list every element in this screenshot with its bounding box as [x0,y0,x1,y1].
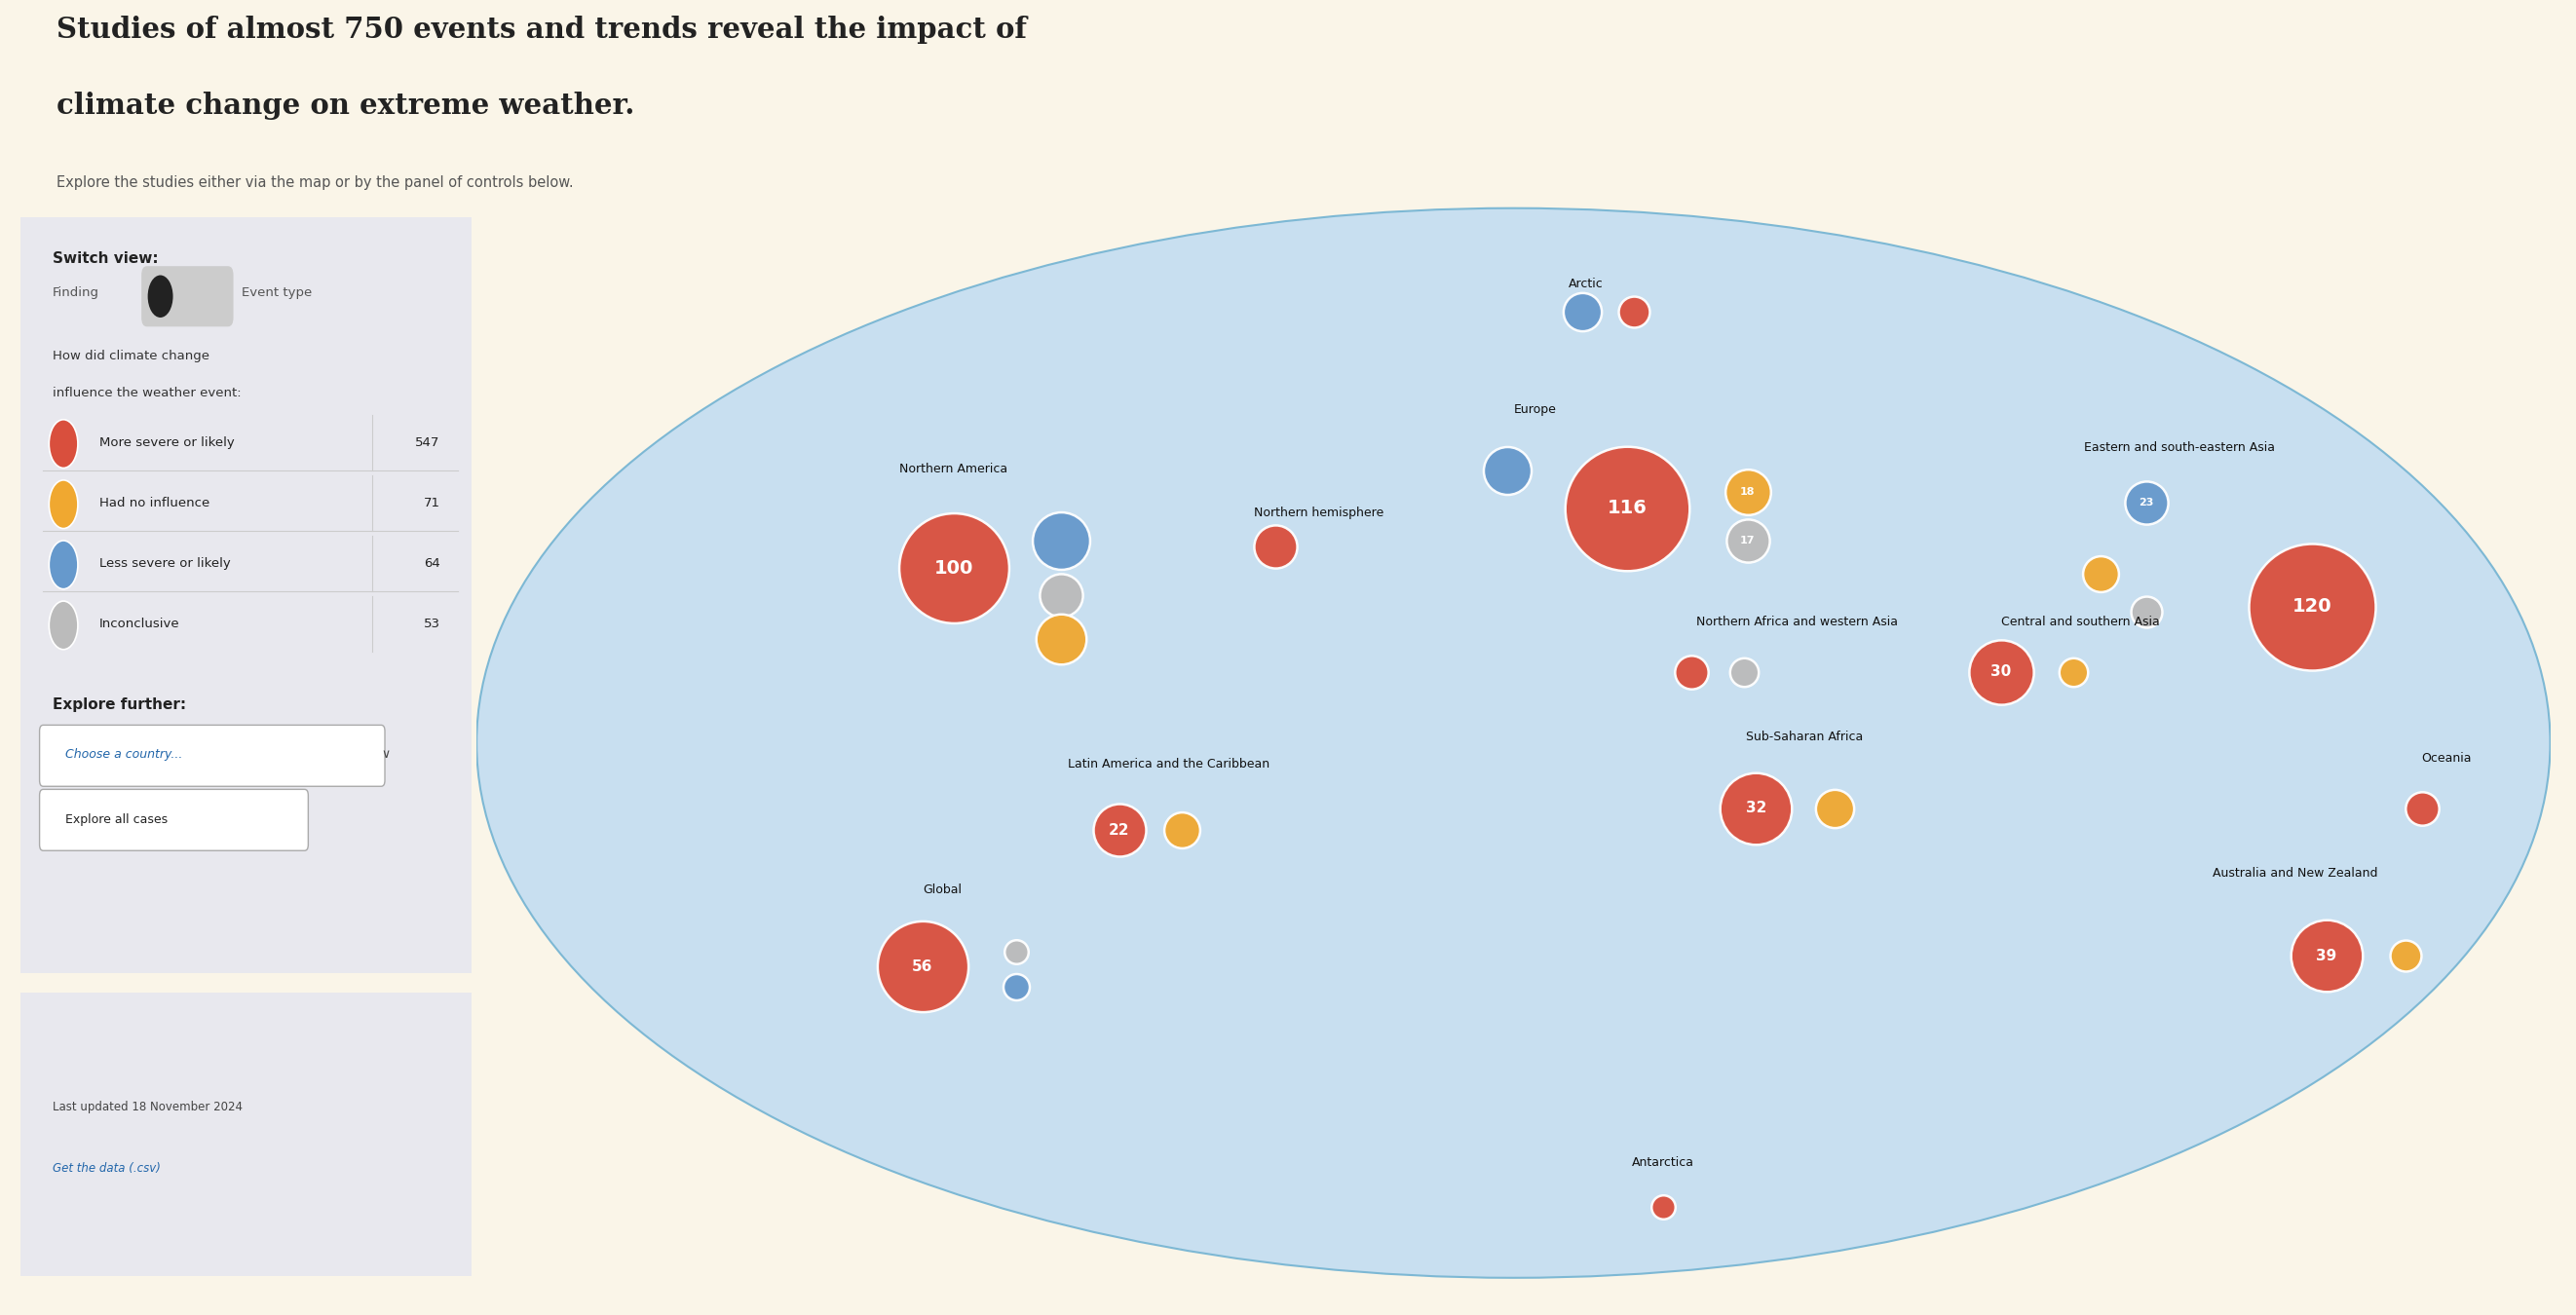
Point [2125,492,2166,513]
Text: Sub-Saharan Africa: Sub-Saharan Africa [1747,730,1862,743]
Point [2125,601,2166,622]
Point [994,942,1036,963]
Text: How did climate change: How did climate change [52,350,209,362]
Text: Get the data (.csv): Get the data (.csv) [52,1162,160,1176]
Circle shape [49,540,77,589]
Point [1641,1197,1682,1218]
Text: Explore all cases: Explore all cases [67,813,167,826]
Text: 39: 39 [2316,948,2336,963]
Circle shape [49,480,77,529]
Text: 71: 71 [422,497,440,509]
Text: Northern America: Northern America [899,463,1007,476]
Point [1486,460,1528,481]
Point [2290,596,2331,617]
Point [902,956,943,977]
Point [1100,819,1141,840]
Point [2385,945,2427,967]
Text: 23: 23 [2138,498,2154,508]
Point [2401,798,2442,819]
Point [1162,819,1203,840]
Text: Finding: Finding [52,287,98,299]
FancyBboxPatch shape [39,725,384,786]
Point [2079,563,2120,584]
Text: Last updated 18 November 2024: Last updated 18 November 2024 [52,1101,242,1112]
Point [1561,301,1602,322]
Text: Global: Global [922,884,961,896]
Text: ∨: ∨ [381,748,389,760]
Text: 32: 32 [1747,801,1767,815]
Text: Event type: Event type [242,287,312,299]
Text: Oceania: Oceania [2421,752,2473,765]
Text: Less severe or likely: Less severe or likely [100,558,232,569]
Text: Studies of almost 750 events and trends reveal the impact of: Studies of almost 750 events and trends … [57,16,1028,43]
Point [1613,301,1654,322]
Point [933,558,974,579]
Text: Had no influence: Had no influence [100,497,209,509]
Point [1041,585,1082,606]
Text: 64: 64 [422,558,440,569]
Point [1726,481,1767,502]
Circle shape [49,601,77,650]
Text: More severe or likely: More severe or likely [100,437,234,448]
Text: Switch view:: Switch view: [52,251,157,266]
Text: Northern hemisphere: Northern hemisphere [1255,506,1383,519]
Point [2053,661,2094,682]
Text: Explore the studies either via the map or by the panel of controls below.: Explore the studies either via the map o… [57,175,574,191]
Text: Choose a country...: Choose a country... [67,748,183,760]
Text: Eastern and south-eastern Asia: Eastern and south-eastern Asia [2084,441,2275,454]
FancyBboxPatch shape [142,266,234,326]
Circle shape [49,419,77,468]
Text: 120: 120 [2293,597,2331,615]
Point [1255,537,1296,558]
Text: Explore further:: Explore further: [52,697,185,711]
Text: Arctic: Arctic [1569,277,1602,291]
Text: 18: 18 [1741,487,1754,497]
Text: 53: 53 [422,618,440,630]
Text: 22: 22 [1108,823,1131,838]
Point [1726,530,1767,551]
Text: 547: 547 [415,437,440,448]
FancyBboxPatch shape [39,789,309,851]
Point [1736,798,1777,819]
Circle shape [147,275,173,317]
Point [1814,798,1855,819]
Text: 17: 17 [1741,537,1754,546]
Point [1607,498,1649,519]
Text: 30: 30 [1991,664,2012,680]
Text: Europe: Europe [1515,402,1556,416]
Text: 56: 56 [912,960,933,974]
Text: 100: 100 [935,559,974,577]
Text: influence the weather event:: influence the weather event: [52,387,240,400]
Point [1723,661,1765,682]
Point [994,976,1036,997]
Text: climate change on extreme weather.: climate change on extreme weather. [57,92,634,120]
Point [1981,661,2022,682]
Point [1041,629,1082,650]
Ellipse shape [477,208,2550,1278]
Text: Central and southern Asia: Central and southern Asia [2002,615,2159,629]
Text: Australia and New Zealand: Australia and New Zealand [2213,867,2378,880]
Text: 116: 116 [1607,500,1649,518]
Point [1672,661,1713,682]
Text: Northern Africa and western Asia: Northern Africa and western Asia [1695,615,1899,629]
Text: Inconclusive: Inconclusive [100,618,180,630]
Point [2306,945,2347,967]
Point [1041,530,1082,551]
Text: Antarctica: Antarctica [1631,1156,1695,1169]
Text: Latin America and the Caribbean: Latin America and the Caribbean [1066,757,1270,771]
